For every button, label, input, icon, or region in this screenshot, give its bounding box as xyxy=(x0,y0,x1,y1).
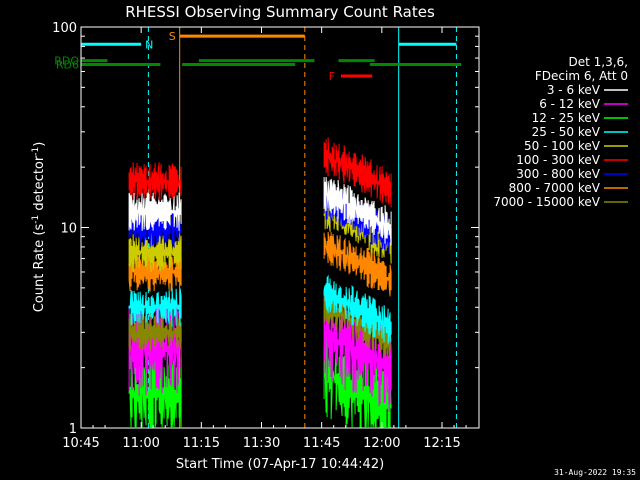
flag-rd6: RD6 xyxy=(56,59,462,72)
legend-entry-label: 3 - 6 keV xyxy=(547,83,601,97)
y-tick-label: 1 xyxy=(69,422,77,437)
y-tick-label: 10 xyxy=(60,222,77,237)
series-trace xyxy=(128,346,182,428)
series-trace xyxy=(128,287,182,327)
series-trace xyxy=(128,208,182,249)
flag-label: S xyxy=(169,30,176,43)
x-tick-label: 11:15 xyxy=(183,436,220,451)
series-100-300-kev xyxy=(128,137,392,208)
flag-s: S xyxy=(169,30,305,43)
series-trace xyxy=(323,137,392,208)
x-tick-label: 11:00 xyxy=(122,436,159,451)
flag-n: N xyxy=(81,38,457,51)
series-trace xyxy=(323,232,392,297)
legend-header-line1: Det 1,3,6, xyxy=(569,55,629,69)
chart-title: RHESSI Observing Summary Count Rates xyxy=(125,3,435,21)
legend-entry-label: 6 - 12 keV xyxy=(539,97,601,111)
series-7000-15000-kev xyxy=(128,289,392,358)
y-tick-label: 100 xyxy=(52,21,77,36)
x-tick-label: 11:45 xyxy=(303,436,340,451)
flag-label: F xyxy=(329,70,335,83)
legend-entry-label: 7000 - 15000 keV xyxy=(493,195,600,209)
series-trace xyxy=(323,274,392,344)
x-tick-label: 10:45 xyxy=(62,436,99,451)
flag-label: RD6 xyxy=(56,59,79,72)
flag-rdo: RDO xyxy=(54,55,375,68)
series-trace xyxy=(128,191,182,231)
x-tick-label: 12:00 xyxy=(363,436,400,451)
legend-entry-label: 12 - 25 keV xyxy=(532,111,601,125)
series-800-7000-kev xyxy=(128,232,392,297)
series-3-6-kev xyxy=(128,176,392,246)
series-25-50-kev xyxy=(128,274,392,344)
x-axis-label: Start Time (07-Apr-17 10:44:42) xyxy=(176,457,384,472)
x-tick-label: 12:15 xyxy=(423,436,460,451)
legend-entry-label: 100 - 300 keV xyxy=(516,153,600,167)
y-axis-label: Count Rate (s-1 detector-1) xyxy=(31,142,47,313)
series-trace xyxy=(128,252,182,292)
flag-label: RDO xyxy=(54,55,79,68)
series-trace xyxy=(323,289,392,358)
series-trace xyxy=(128,233,182,273)
legend-entry-label: 300 - 800 keV xyxy=(516,167,600,181)
series-trace xyxy=(323,287,392,413)
flag-label: N xyxy=(145,38,153,51)
legend-header-line2: FDecim 6, Att 0 xyxy=(535,69,628,83)
series-trace xyxy=(128,313,182,351)
legend-entry-label: 25 - 50 keV xyxy=(532,125,601,139)
footer-timestamp: 31-Aug-2022 19:35 xyxy=(554,468,636,477)
flag-f: F xyxy=(329,70,373,83)
legend-entry-label: 50 - 100 keV xyxy=(524,139,601,153)
x-tick-label: 11:30 xyxy=(243,436,280,451)
legend-entry-label: 800 - 7000 keV xyxy=(509,181,601,195)
series-trace xyxy=(323,176,392,246)
series-trace xyxy=(128,162,182,201)
